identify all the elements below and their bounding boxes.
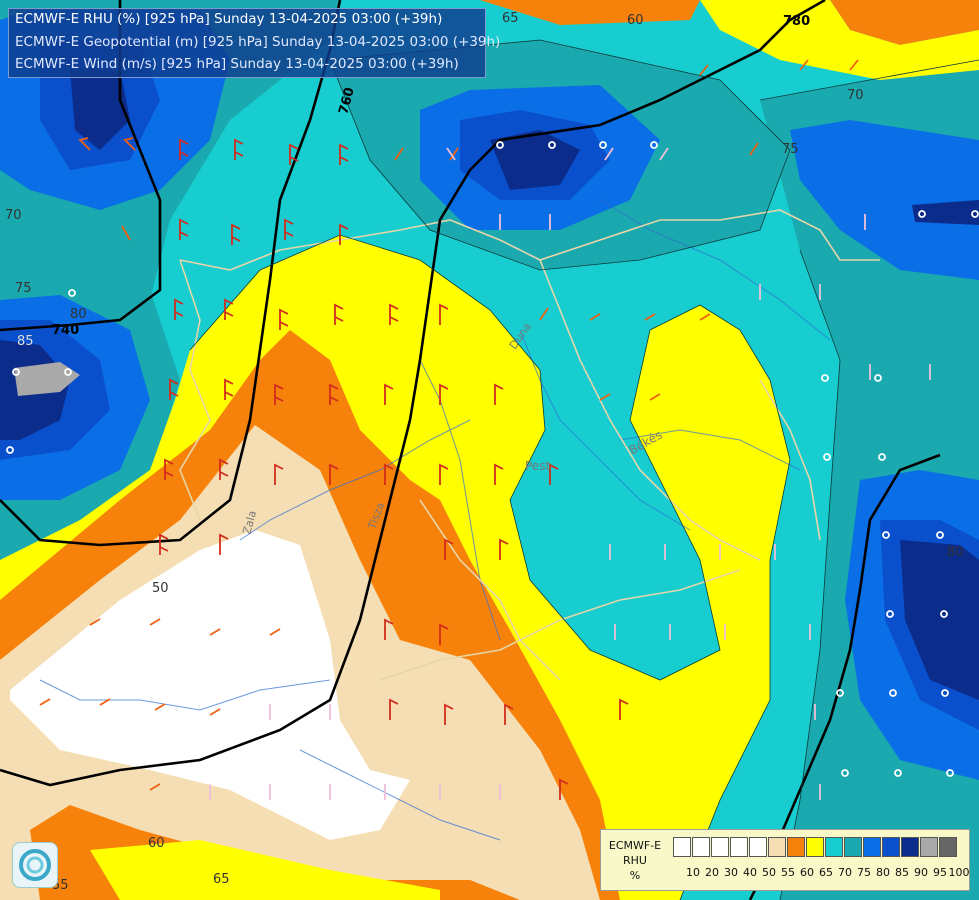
legend-swatch (730, 837, 748, 857)
legend-swatch (749, 837, 767, 857)
legend-title: ECMWF-E RHU % (605, 838, 665, 883)
rhu-zone-80-ne (790, 120, 979, 280)
geopotential-label-760: 760 (336, 86, 358, 116)
legend-unit: % (629, 869, 641, 882)
geopotential-label-740: 740 (52, 323, 79, 338)
legend-swatch (806, 837, 824, 857)
legend-tick: 70 (838, 866, 852, 879)
legend-tick: 100 (948, 866, 970, 879)
legend-swatch (939, 837, 957, 857)
rhu-label: 60 (148, 836, 165, 851)
rhu-zone-90-nw (70, 70, 130, 150)
geopotential-label-780: 780 (783, 14, 810, 29)
wind-barbs (6, 59, 979, 800)
rhu-label: 75 (15, 281, 32, 296)
legend-tick: 40 (743, 866, 757, 879)
legend-tick: 30 (724, 866, 738, 879)
legend-tick: 80 (876, 866, 890, 879)
rhu-zone-60-topright (830, 0, 979, 45)
rhu-label: 60 (627, 13, 644, 28)
legend-swatch (768, 837, 786, 857)
legend-tick: 55 (781, 866, 795, 879)
rhu-zone-60-top (480, 0, 700, 25)
rhu-zone-65-topright (700, 0, 979, 80)
river-lines (39, 199, 831, 841)
place-label: Zala (240, 509, 259, 536)
logo-icon (12, 842, 58, 888)
legend-swatch (787, 837, 805, 857)
rhu-zone-50-sw (10, 530, 410, 840)
rhu-label: 70 (5, 208, 22, 223)
rhu-title: ECMWF-E RHU (%) [925 hPa] Sunday 13-04-2… (15, 11, 443, 27)
rhu-zone-90-east (900, 540, 979, 700)
legend-tick: 95 (933, 866, 947, 879)
legend-swatch (882, 837, 900, 857)
rhu-label: 50 (152, 581, 169, 596)
rhu-zone-90-ne (912, 200, 979, 225)
map-title-box: ECMWF-E RHU (%) [925 hPa] Sunday 13-04-2… (8, 8, 500, 78)
rhu-label: 85 (17, 334, 34, 349)
rhu-legend: ECMWF-E RHU % 10 20 30 40 50 55 60 65 70 75 80 85 90… (600, 829, 970, 891)
rhu-zone-90-north (490, 130, 580, 190)
legend-title-line1: ECMWF-E (608, 839, 662, 852)
legend-tick: 85 (895, 866, 909, 879)
rhu-label: 80 (70, 307, 87, 322)
legend-tick: 50 (762, 866, 776, 879)
legend-tick: 75 (857, 866, 871, 879)
legend-tick: 10 (686, 866, 700, 879)
legend-swatch (920, 837, 938, 857)
rhu-label: 80 (947, 545, 964, 560)
rhu-label: 65 (502, 11, 519, 26)
geopotential-title: ECMWF-E Geopotential (m) [925 hPa] Sunda… (15, 34, 501, 50)
legend-tick: 90 (914, 866, 928, 879)
legend-tick: 20 (705, 866, 719, 879)
legend-swatch (863, 837, 881, 857)
rhu-label: 65 (213, 872, 230, 887)
place-label: Pest (525, 459, 550, 473)
rhu-zone-65-south (90, 840, 440, 900)
wind-title: ECMWF-E Wind (m/s) [925 hPa] Sunday 13-0… (15, 56, 459, 72)
legend-tick: 65 (819, 866, 833, 879)
legend-swatch (711, 837, 729, 857)
legend-title-line2: RHU (623, 854, 647, 867)
legend-tick: 60 (800, 866, 814, 879)
country-borders (179, 209, 880, 681)
legend-swatch (901, 837, 919, 857)
rhu-isolines (189, 39, 979, 900)
rhu-zone-95-west (14, 362, 80, 396)
legend-swatch (844, 837, 862, 857)
legend-swatch (692, 837, 710, 857)
rhu-label: 70 (847, 88, 864, 103)
rhu-label: 75 (782, 142, 799, 157)
legend-swatch (825, 837, 843, 857)
legend-swatch (673, 837, 691, 857)
